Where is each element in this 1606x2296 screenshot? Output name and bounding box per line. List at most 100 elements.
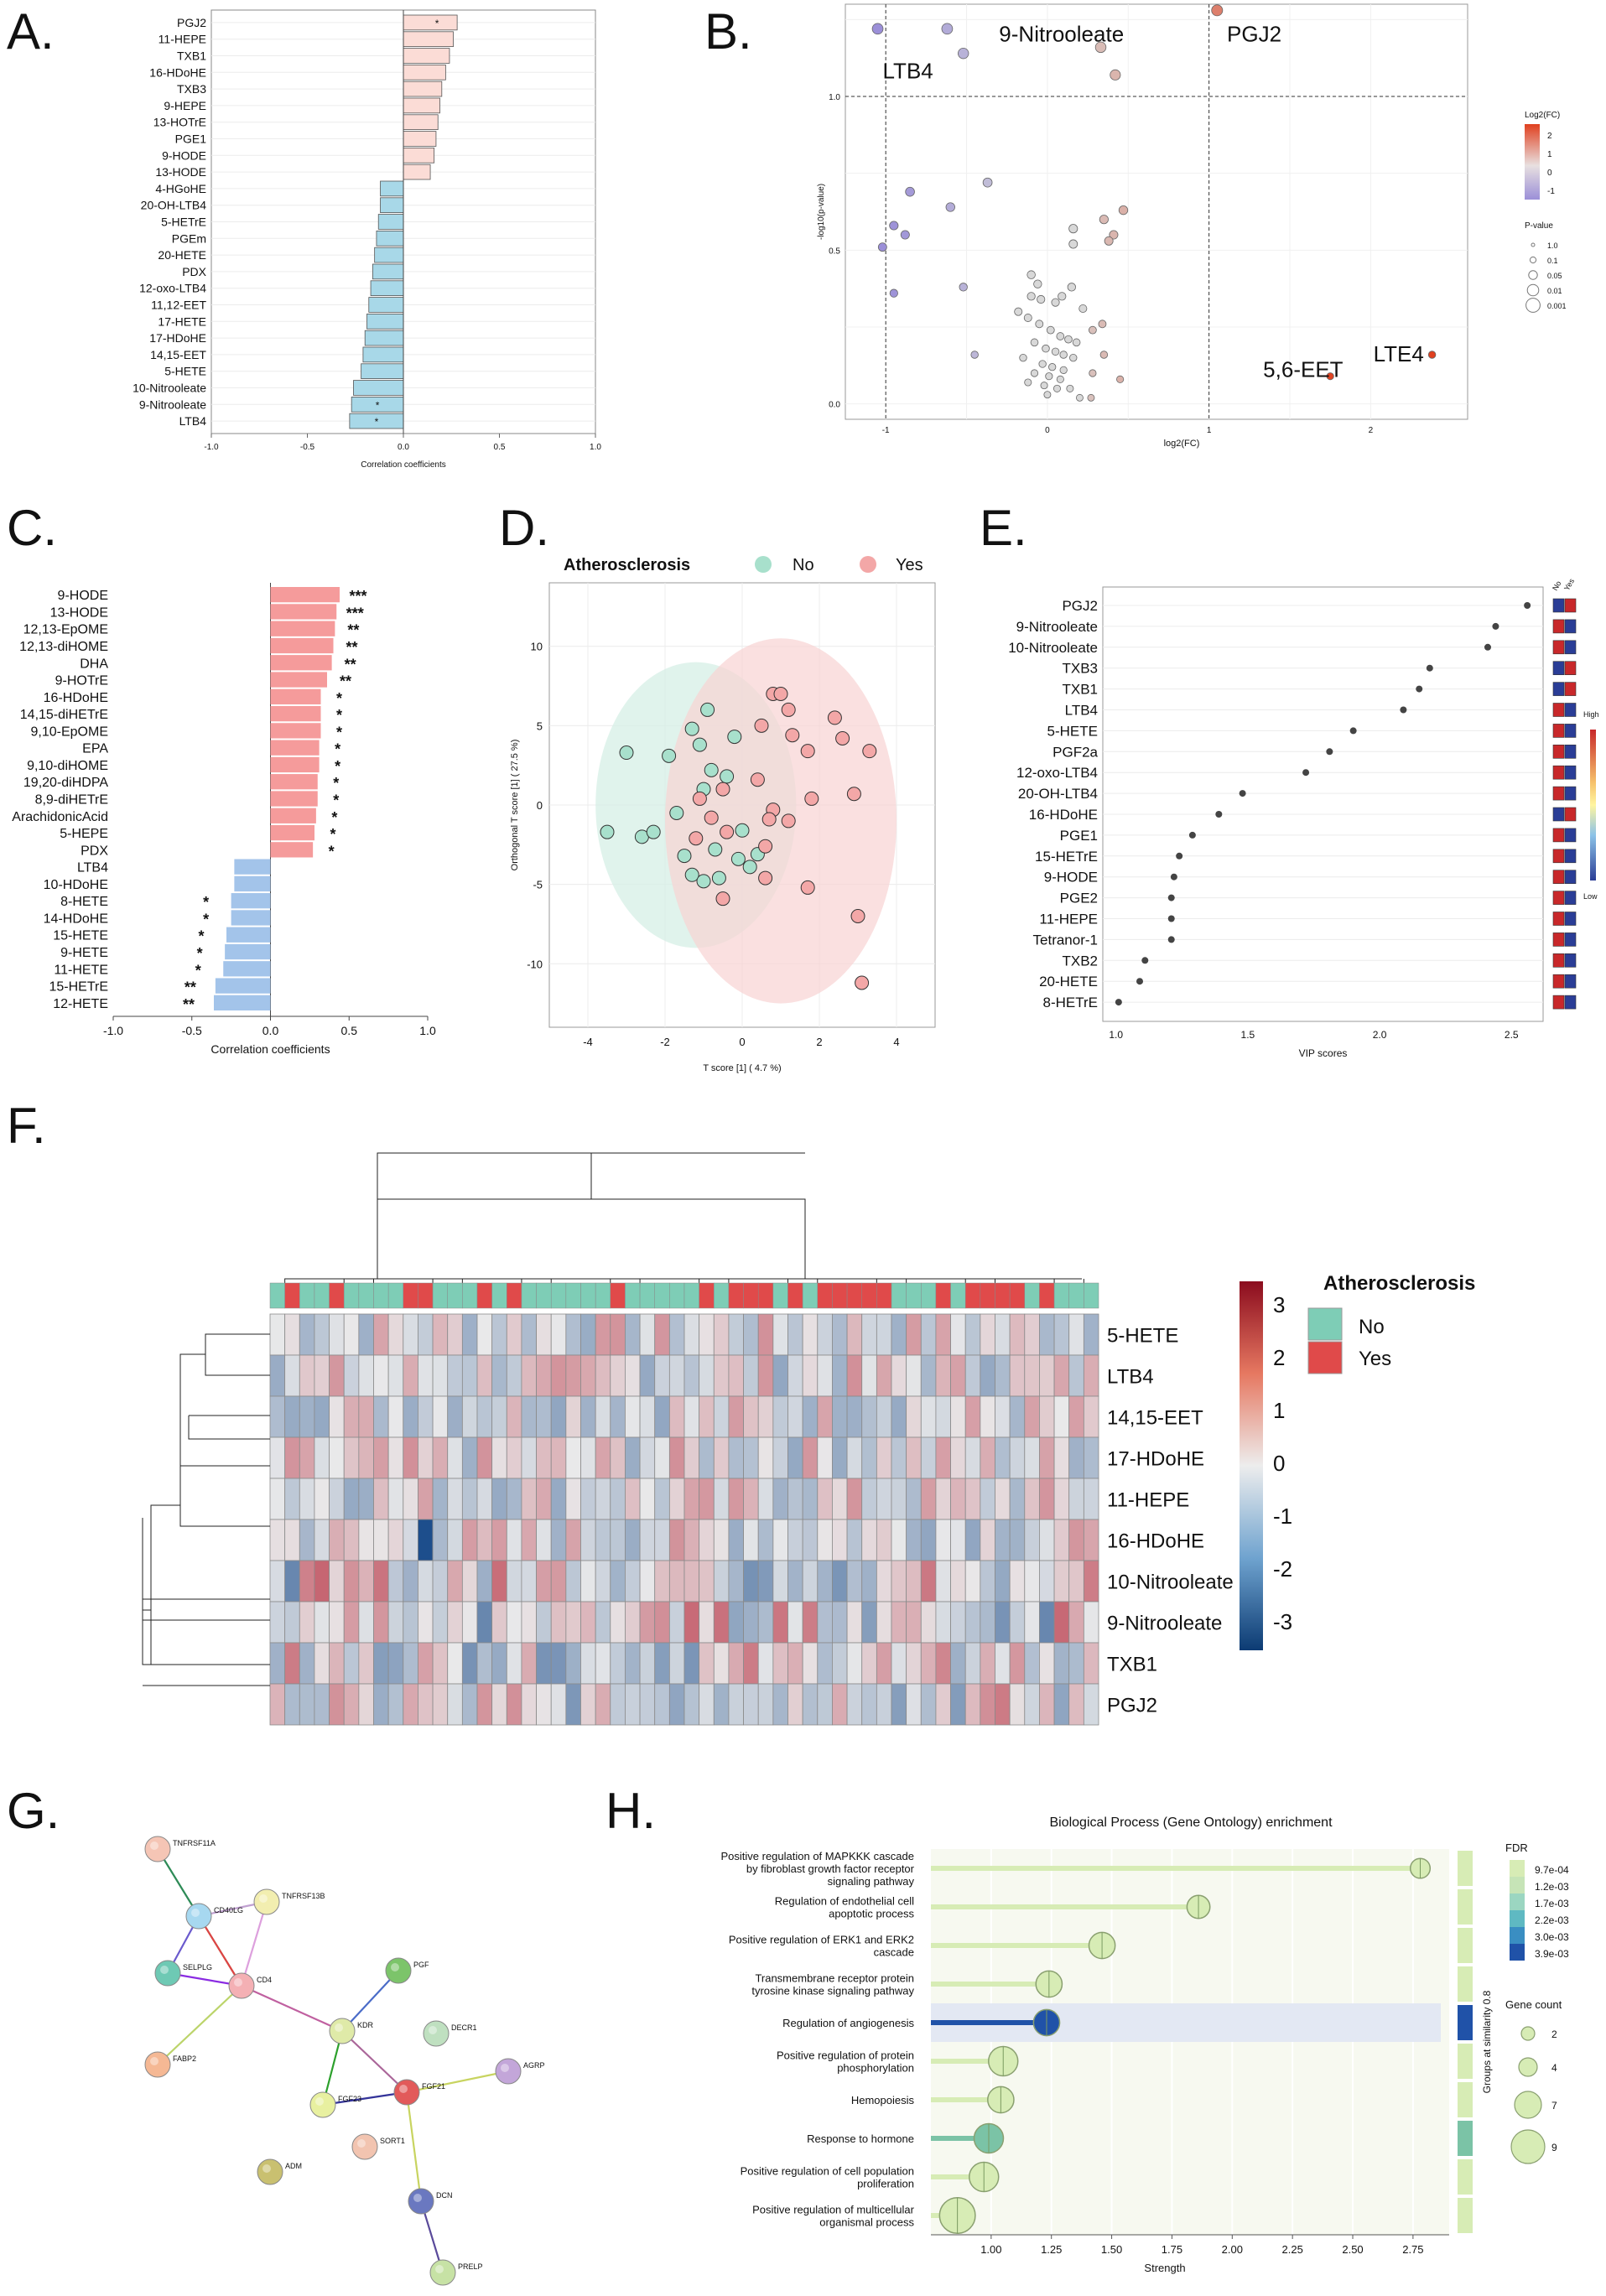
panel-d-legend-title: Atherosclerosis	[564, 556, 690, 574]
panel-f-heat-cell	[403, 1478, 418, 1520]
panel-f-heat-cell	[403, 1436, 418, 1479]
panel-f-heat-cell	[817, 1601, 833, 1644]
panel-f-heat-cell	[536, 1354, 552, 1397]
panel-g-node	[351, 2133, 378, 2160]
panel-f-heat-cell	[418, 1560, 434, 1603]
panel-f-heat-cell	[743, 1560, 759, 1603]
panel-f-heat-cell	[387, 1601, 404, 1644]
panel-a-row-label: 11,12-EET	[151, 299, 206, 312]
panel-e-heat-yes	[1564, 619, 1577, 634]
panel-f-heat-cell	[654, 1642, 670, 1685]
panel-f-heat-cell	[565, 1519, 581, 1561]
panel-b-legend-fc-tick: 0	[1547, 169, 1552, 178]
panel-b-point	[1040, 382, 1048, 390]
panel-f-group-cell	[639, 1282, 655, 1309]
panel-d-point-yes	[855, 975, 870, 990]
panel-f-heat-cell	[550, 1478, 567, 1520]
panel-f-heat-cell	[876, 1354, 892, 1397]
panel-c-bar	[270, 672, 327, 688]
panel-b-point	[1088, 325, 1097, 335]
panel-f-heat-cell	[802, 1354, 819, 1397]
panel-f-group-cell	[447, 1282, 463, 1309]
panel-f-heat-cell	[1083, 1519, 1099, 1561]
panel-f-group-cell	[491, 1282, 507, 1309]
panel-f-heat-cell	[772, 1436, 788, 1479]
panel-c-significance-mark: *	[203, 911, 209, 927]
panel-f-heat-cell	[683, 1560, 700, 1603]
panel-f-heat-cell	[891, 1313, 907, 1356]
panel-f-heat-cell	[980, 1601, 995, 1644]
panel-f-heat-cell	[521, 1313, 537, 1356]
panel-f-heat-cell	[358, 1519, 374, 1561]
panel-f-heat-cell	[639, 1436, 656, 1479]
panel-e-row-label: 20-HETE	[1039, 974, 1098, 990]
panel-e-plot-area	[1102, 586, 1544, 1022]
panel-f-heat-cell	[832, 1560, 848, 1603]
panel-e-x-tick-label: 2.5	[1505, 1029, 1519, 1041]
panel-f-heat-cell	[373, 1560, 389, 1603]
panel-b-point	[1089, 369, 1097, 377]
panel-c-bar	[270, 688, 321, 704]
panel-a-significance-mark: *	[376, 399, 380, 411]
panel-d-y-tick-label: 10	[531, 641, 543, 653]
panel-f-heat-cell	[654, 1478, 670, 1520]
panel-b-point	[1099, 351, 1109, 359]
panel-f-heat-cell	[639, 1354, 656, 1397]
panel-g-node	[393, 2079, 420, 2106]
panel-a-bar	[403, 81, 443, 97]
panel-f-scale-tick: 2	[1273, 1345, 1285, 1370]
panel-f-heat-cell	[329, 1560, 345, 1603]
panel-f-scale-bar	[1240, 1281, 1263, 1650]
panel-h-legend-fdr-label: 9.7e-04	[1535, 1864, 1569, 1876]
panel-f-heat-cell	[284, 1601, 300, 1644]
panel-c-tick-label: 0.5	[341, 1024, 358, 1037]
panel-f-heat-cell	[935, 1519, 951, 1561]
panel-f-heat-cell	[980, 1560, 995, 1603]
panel-b-point	[1068, 239, 1078, 249]
panel-f-heat-cell	[284, 1436, 300, 1479]
panel-f-heat-cell	[387, 1642, 404, 1685]
panel-e-heat-no	[1552, 932, 1565, 947]
panel-f-heat-cell	[329, 1642, 345, 1685]
panel-f-heat-cell	[802, 1436, 819, 1479]
panel-f-heat-cell	[269, 1519, 286, 1561]
panel-h-term-label: cascade	[874, 1946, 914, 1959]
panel-a-significance-mark: *	[435, 18, 439, 29]
panel-b-point	[1116, 375, 1125, 383]
panel-e-row-label: 20-OH-LTB4	[1018, 786, 1098, 802]
panel-h-legend-count-swatch	[1518, 2057, 1538, 2077]
panel-c-significance-mark: *	[333, 792, 339, 809]
panel-f-group-cell	[669, 1282, 685, 1309]
panel-f-heat-cell	[980, 1683, 995, 1726]
panel-f-heat-cell	[876, 1683, 892, 1726]
panel-f-heat-cell	[1053, 1560, 1070, 1603]
panel-d-point-yes	[754, 718, 769, 733]
panel-e-point	[1524, 602, 1531, 609]
panel-h-x-tick-label: 2.50	[1342, 2243, 1363, 2256]
panel-f-heat-cell	[1083, 1354, 1099, 1397]
panel-a-row-label: 20-OH-LTB4	[141, 199, 207, 212]
panel-f-heat-cell	[699, 1354, 715, 1397]
panel-a-bar	[353, 380, 404, 396]
panel-e-label: E.	[980, 500, 1027, 556]
panel-f-heat-cell	[595, 1560, 611, 1603]
panel-f-heat-cell	[802, 1601, 819, 1644]
panel-f-heat-cell	[772, 1478, 788, 1520]
panel-f-group-cell	[521, 1282, 537, 1309]
panel-c-significance-mark: *	[336, 724, 342, 740]
panel-f-heat-cell	[461, 1436, 478, 1479]
panel-h-term-label: Regulation of angiogenesis	[782, 2017, 914, 2029]
panel-f-heat-cell	[668, 1519, 685, 1561]
panel-f-heat-cell	[906, 1354, 922, 1397]
panel-f-heat-cell	[343, 1642, 360, 1685]
panel-f-scale-tick: -1	[1273, 1504, 1292, 1529]
panel-f-heat-cell	[995, 1519, 1011, 1561]
panel-f-heat-cell	[995, 1683, 1011, 1726]
panel-f-heat-cell	[713, 1642, 730, 1685]
panel-e-row-label: 16-HDoHE	[1029, 807, 1098, 823]
panel-f-heat-cell	[683, 1436, 700, 1479]
panel-f-heat-cell	[757, 1395, 774, 1438]
panel-e-point	[1136, 978, 1144, 985]
panel-g-node-highlight	[399, 2085, 408, 2093]
panel-b-point	[1059, 366, 1068, 374]
